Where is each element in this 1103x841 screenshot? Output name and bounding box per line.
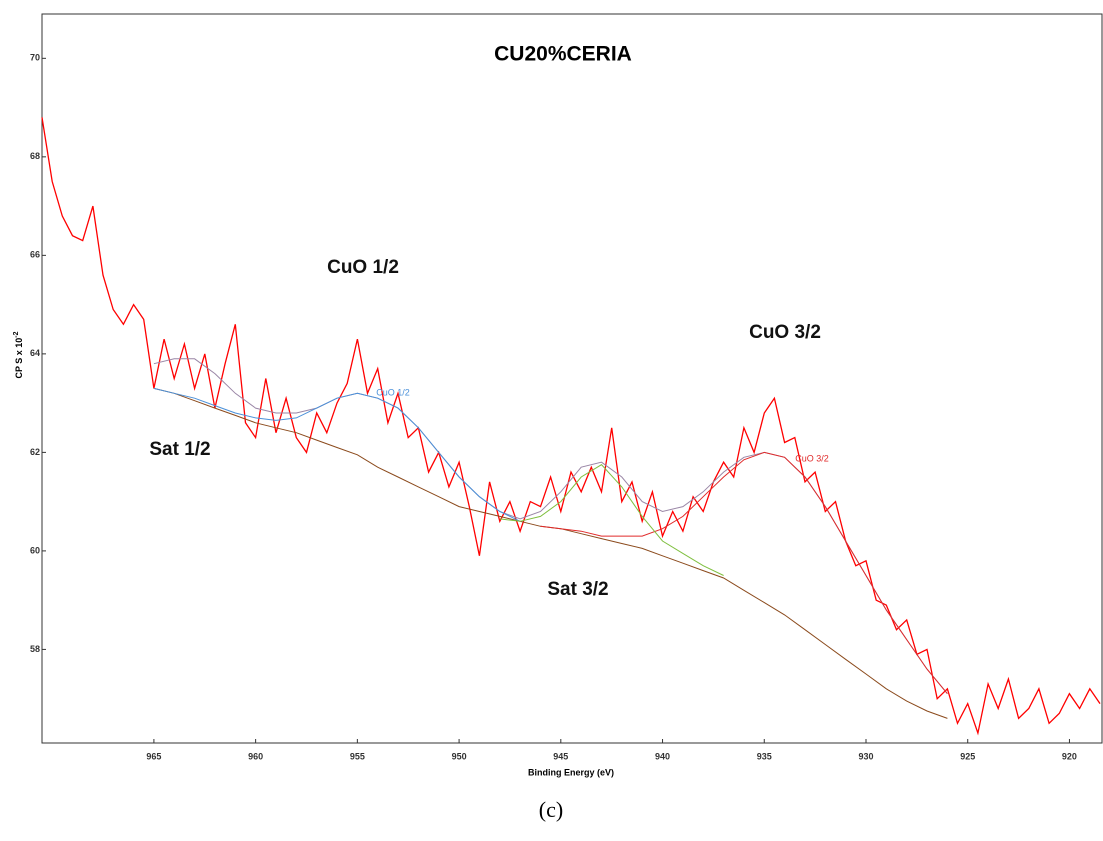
annotation: Sat 3/2 <box>547 579 608 600</box>
curve-label: CuO 1/2 <box>376 387 410 397</box>
x-tick-label: 925 <box>960 751 975 761</box>
x-tick-label: 930 <box>858 751 873 761</box>
annotation: CuO 1/2 <box>327 257 399 278</box>
y-tick-label: 70 <box>30 53 40 63</box>
fit-line <box>153 358 948 695</box>
y-axis-label-exponent: -2 <box>13 331 20 337</box>
caption: (c) <box>539 797 563 822</box>
x-tick-label: 935 <box>757 751 772 761</box>
y-tick-label: 66 <box>30 250 40 260</box>
y-tick-label: 64 <box>30 348 40 358</box>
x-tick-label: 955 <box>350 751 365 761</box>
curve-label: CuO 3/2 <box>795 453 829 463</box>
x-tick-label: 950 <box>452 751 467 761</box>
chart-title: CU20%CERIA <box>494 43 632 66</box>
y-tick-label: 68 <box>30 151 40 161</box>
fit-line <box>153 387 521 522</box>
x-tick-label: 945 <box>553 751 568 761</box>
fit-line <box>499 464 724 576</box>
fit-line <box>153 387 948 719</box>
y-axis-label-text: CP S x 10 <box>14 338 24 379</box>
spectrum-line <box>41 117 1101 736</box>
x-tick-label: 920 <box>1062 751 1077 761</box>
x-axis-label: Binding Energy (eV) <box>528 767 614 777</box>
x-tick-label: 965 <box>146 751 161 761</box>
plot-frame <box>41 13 1103 744</box>
annotation: Sat 1/2 <box>149 439 210 460</box>
y-axis-label: CP S x 10-2 <box>13 331 25 378</box>
annotation: CuO 3/2 <box>749 322 821 343</box>
y-tick-label: 58 <box>30 644 40 654</box>
x-tick-label: 960 <box>248 751 263 761</box>
y-tick-label: 60 <box>30 545 40 555</box>
y-tick-label: 62 <box>30 447 40 457</box>
x-tick-label: 940 <box>655 751 670 761</box>
fit-line <box>540 451 948 695</box>
